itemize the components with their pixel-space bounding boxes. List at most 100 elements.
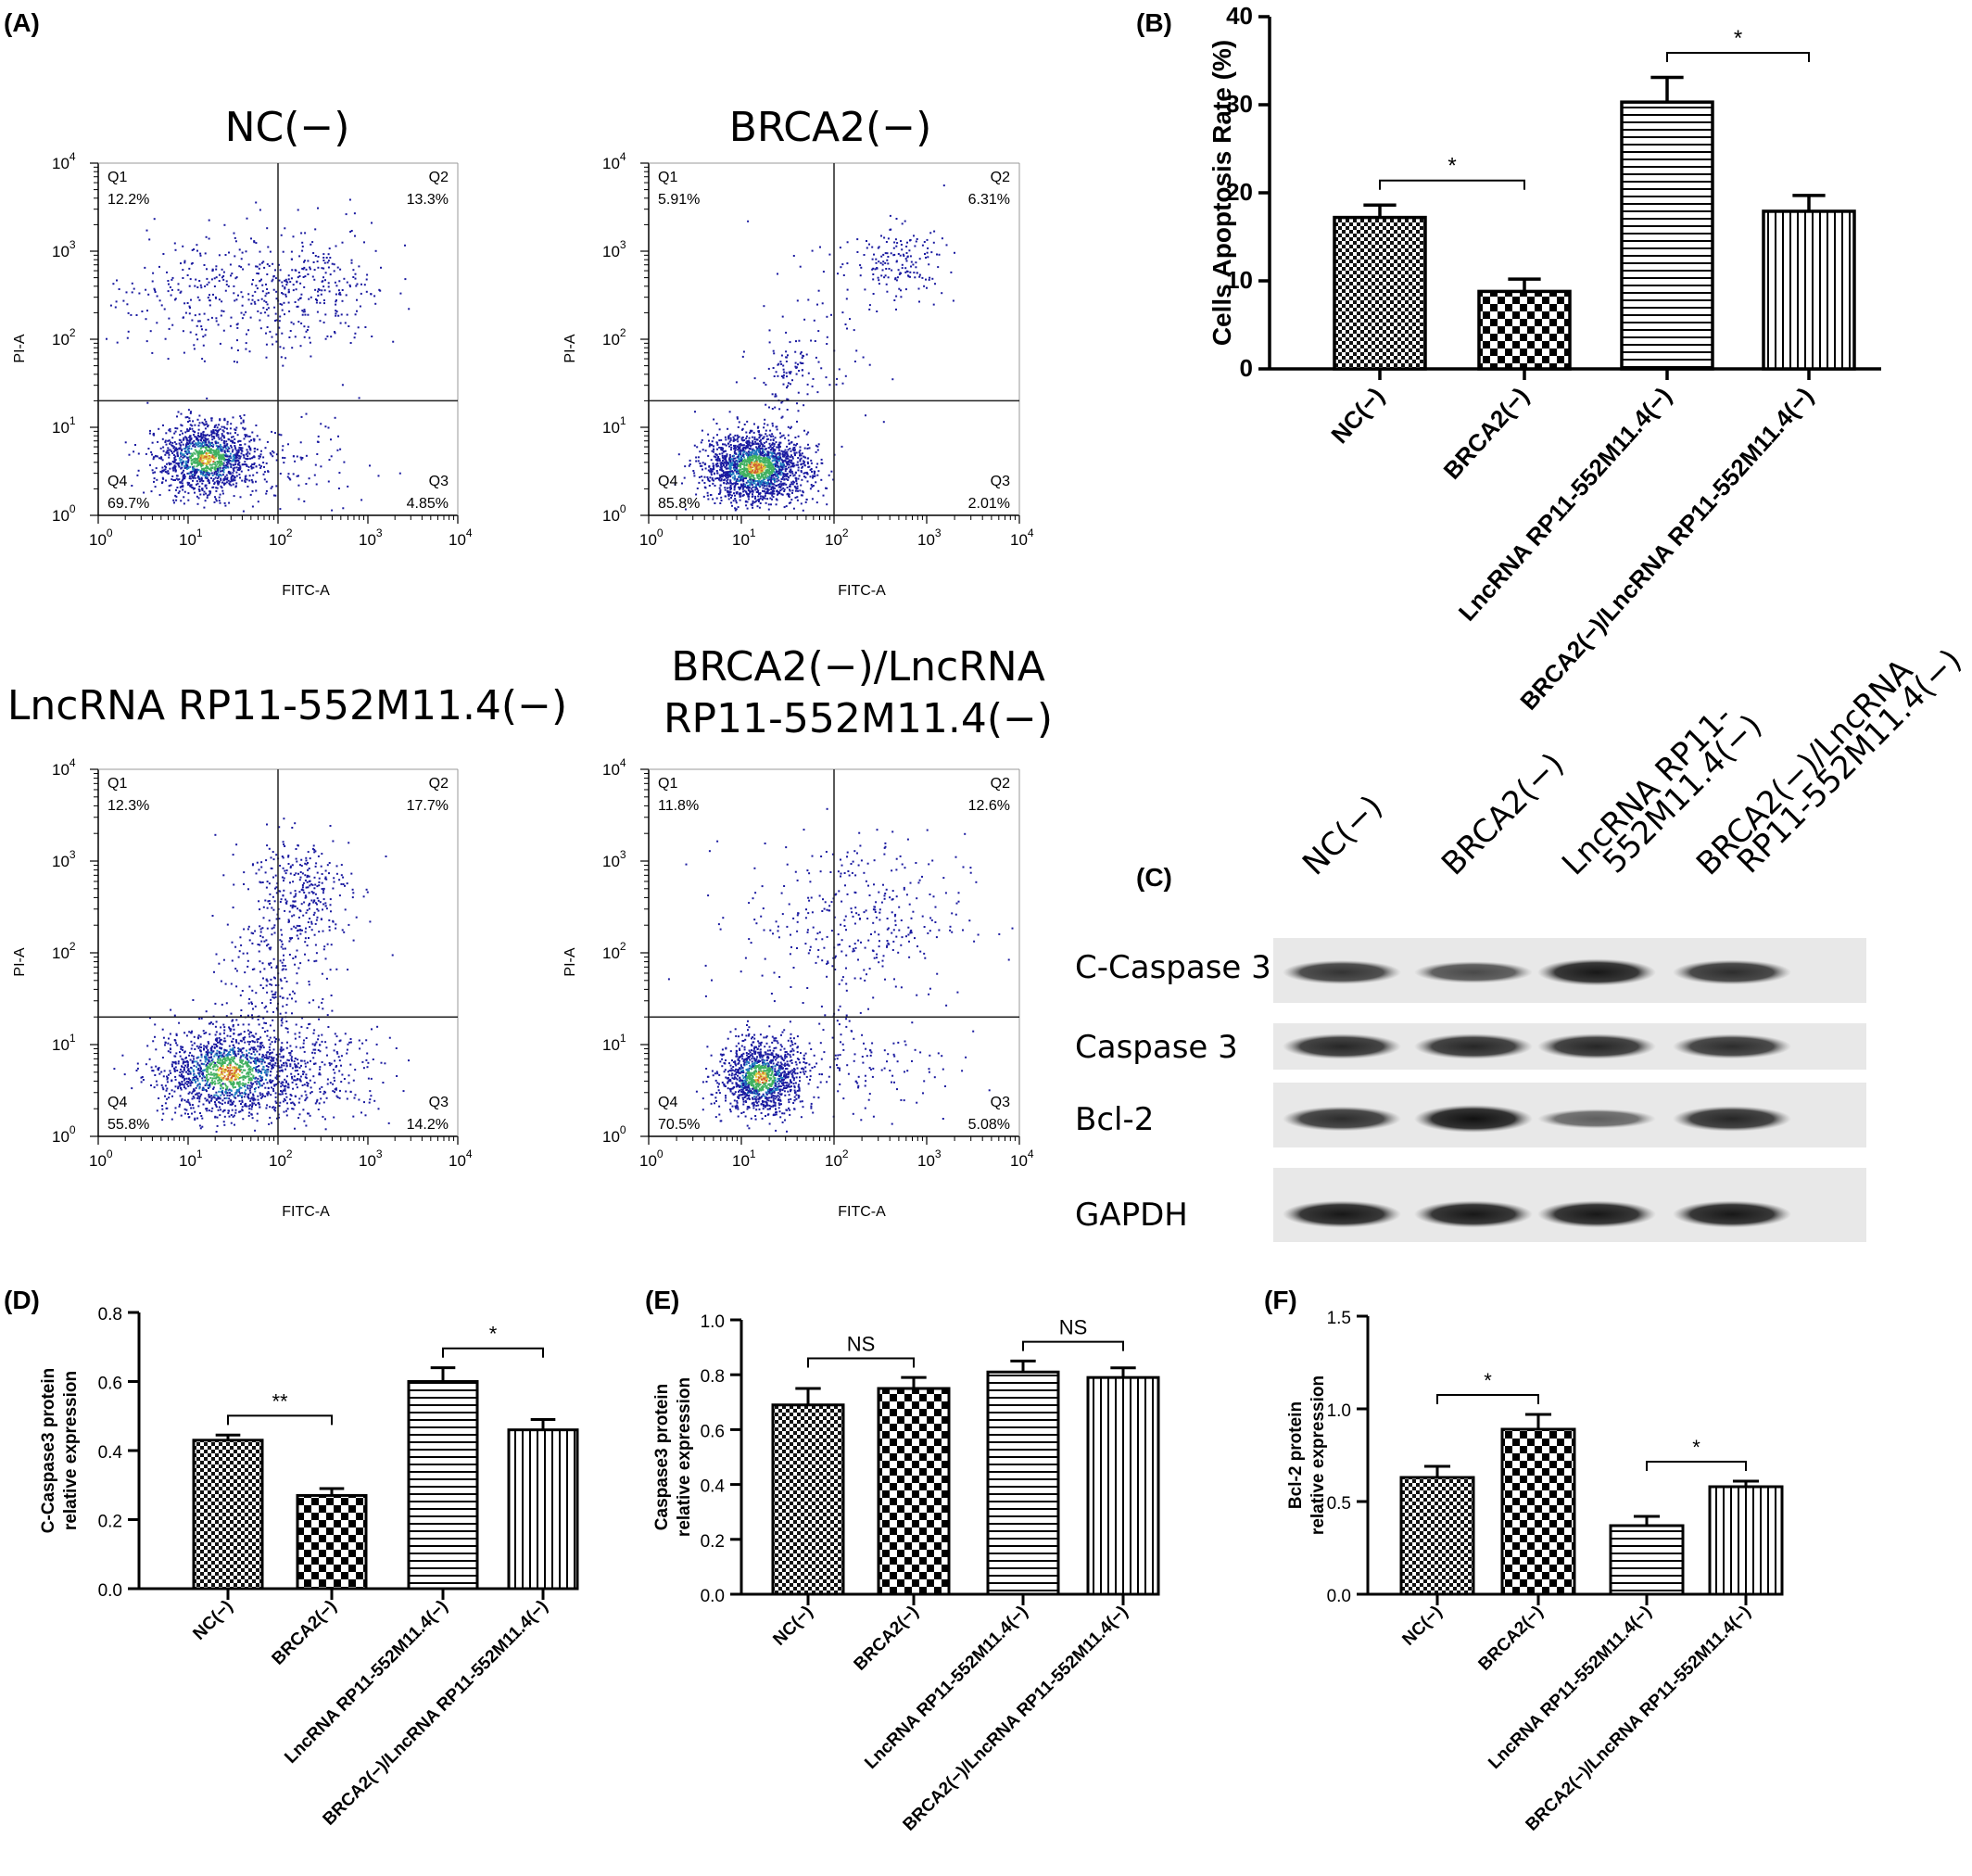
- flow-dot: [213, 471, 216, 474]
- flow-dot: [297, 1117, 300, 1120]
- flow-dot: [768, 478, 771, 481]
- flow-dot: [266, 273, 269, 275]
- flow-dot: [188, 420, 191, 423]
- flow-dot: [217, 1041, 219, 1044]
- flow-dot: [753, 377, 756, 380]
- flow-dot: [222, 430, 225, 433]
- flow-dot: [729, 438, 732, 441]
- tick-exponent: 0: [657, 526, 664, 539]
- flow-dot: [202, 423, 205, 425]
- flow-dot: [792, 443, 795, 446]
- flow-dot: [212, 1087, 215, 1090]
- flow-dot: [169, 442, 171, 445]
- flow-dot: [149, 1017, 151, 1020]
- flow-dot: [756, 505, 759, 508]
- flow-dot: [766, 456, 769, 458]
- flow-dot: [725, 458, 727, 461]
- flow-dot: [713, 473, 715, 475]
- flow-dot: [220, 1054, 222, 1057]
- flow-dot: [219, 501, 221, 504]
- flow-dot: [337, 488, 340, 489]
- flow-dot: [188, 450, 190, 453]
- flow-dot: [787, 457, 790, 460]
- flow-dot: [718, 474, 721, 476]
- flow-dot: [217, 462, 220, 464]
- flow-dot: [290, 258, 293, 260]
- flow-dot: [349, 342, 352, 344]
- flow-dot: [841, 263, 844, 266]
- flow-dot: [909, 255, 912, 258]
- flow-dot: [254, 290, 257, 293]
- flow-dot: [732, 459, 735, 462]
- flow-dot: [878, 246, 880, 248]
- flow-dot: [791, 379, 793, 382]
- flow-dot: [317, 294, 320, 297]
- flow-dot: [750, 471, 752, 474]
- flow-dot: [766, 492, 768, 494]
- flow-dot: [169, 430, 171, 433]
- flow-dot: [174, 470, 177, 473]
- flow-dot: [252, 437, 255, 440]
- flow-dot: [220, 1064, 222, 1067]
- flow-dot: [184, 311, 187, 314]
- flow-dot: [173, 1055, 176, 1058]
- flow-dot: [720, 469, 723, 472]
- flow-dot: [182, 474, 184, 476]
- flow-dot: [187, 430, 190, 432]
- flow-dot: [232, 1084, 234, 1087]
- flow-dot: [742, 471, 745, 474]
- flow-dot: [292, 284, 295, 286]
- flow-dot: [791, 465, 794, 467]
- flow-dot: [250, 1082, 252, 1084]
- flow-dot: [239, 447, 242, 450]
- flow-dot: [201, 437, 204, 439]
- flow-dot: [887, 256, 890, 258]
- flow-dot: [182, 486, 184, 488]
- flow-dot: [762, 449, 765, 451]
- flow-dot: [729, 437, 732, 439]
- flow-dot: [721, 474, 723, 476]
- flow-dot: [301, 310, 304, 312]
- flow-dot: [294, 1057, 297, 1059]
- flow-dot: [213, 466, 216, 469]
- flow-dot: [747, 456, 749, 459]
- flow-dot: [228, 482, 231, 485]
- flow-dot: [794, 444, 797, 447]
- flow-dot: [775, 395, 777, 398]
- tick-exponent: 1: [70, 414, 76, 427]
- flow-dot: [760, 443, 763, 446]
- flow-dot: [245, 342, 247, 345]
- flow-dot: [194, 452, 196, 455]
- flow-dot: [371, 222, 373, 224]
- flow-dot: [252, 474, 255, 476]
- flow-dot: [785, 361, 788, 362]
- flow-dot: [795, 340, 797, 343]
- flow-dot: [716, 434, 718, 437]
- flow-dot: [122, 299, 125, 302]
- flow-dot: [237, 1047, 240, 1049]
- flow-dot: [229, 1092, 231, 1095]
- flow-dot: [782, 465, 785, 468]
- flow-dot: [320, 293, 322, 296]
- flow-dot: [189, 455, 192, 458]
- flow-dot: [232, 479, 234, 482]
- flow-dot: [696, 446, 699, 449]
- flow-dot: [171, 1060, 174, 1063]
- flow-dot: [779, 480, 782, 483]
- flow-dot: [205, 1063, 208, 1066]
- flow-dot: [738, 472, 740, 475]
- flow-title-combo-line2: RP11-552M11.4(−): [664, 695, 1053, 742]
- flow-dot: [783, 506, 786, 509]
- tick-exponent: 4: [70, 150, 76, 163]
- flow-dot: [181, 1097, 183, 1100]
- flow-dot: [739, 470, 741, 473]
- flow-dot: [773, 450, 776, 452]
- flow-dot: [195, 1093, 197, 1096]
- flow-dot: [408, 308, 411, 311]
- flow-y-tick-label: 101: [52, 414, 76, 437]
- flow-dot: [360, 292, 362, 295]
- flow-dot: [750, 490, 752, 493]
- flow-dot: [148, 238, 151, 241]
- flow-dot: [785, 350, 788, 353]
- flow-dot: [777, 443, 780, 446]
